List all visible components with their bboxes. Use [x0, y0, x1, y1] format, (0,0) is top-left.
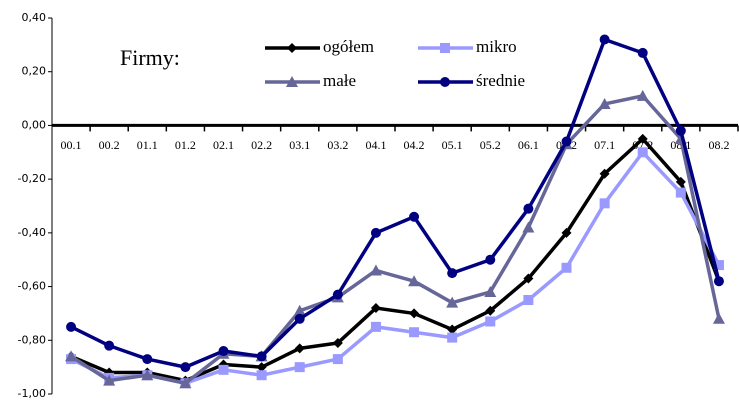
- point: [446, 296, 459, 308]
- legend-marker: [286, 76, 298, 87]
- point: [484, 285, 497, 297]
- legend-title: Firmy:: [120, 45, 180, 70]
- y-tick-label: 0,00: [22, 118, 47, 131]
- y-tick-label: -0,80: [18, 333, 46, 346]
- y-tick-label: 0,20: [22, 65, 47, 78]
- point: [637, 47, 648, 58]
- point: [447, 268, 458, 279]
- point: [141, 369, 154, 381]
- x-tick-label: 08.2: [708, 138, 729, 152]
- point: [179, 377, 192, 389]
- point: [447, 332, 458, 343]
- point: [522, 221, 535, 233]
- x-tick-label: 01.1: [137, 138, 158, 152]
- x-tick-label: 04.1: [365, 138, 386, 152]
- point: [523, 295, 534, 305]
- point: [180, 362, 191, 373]
- point: [712, 312, 725, 324]
- point: [598, 97, 611, 109]
- point: [675, 187, 686, 198]
- point: [675, 125, 686, 136]
- x-tick-label: 00.1: [61, 138, 82, 152]
- point: [370, 321, 381, 332]
- point: [332, 354, 343, 365]
- y-tick-label: 0,40: [22, 11, 47, 24]
- x-tick-label: 04.2: [404, 138, 425, 152]
- y-tick-label: -0,60: [18, 280, 46, 293]
- point: [447, 324, 458, 335]
- point: [599, 34, 610, 45]
- legend-label: małe: [323, 71, 356, 90]
- x-tick-label: 03.1: [289, 138, 310, 152]
- point: [409, 211, 420, 222]
- point: [599, 168, 610, 179]
- point: [637, 133, 648, 144]
- point: [523, 273, 534, 284]
- point: [369, 264, 382, 276]
- series-line: [70, 150, 721, 386]
- x-tick-label: 00.2: [99, 138, 120, 152]
- point: [256, 362, 267, 373]
- point: [561, 227, 572, 238]
- x-tick-label: 03.2: [327, 138, 348, 152]
- x-tick-label: 02.2: [251, 138, 272, 152]
- point: [294, 313, 305, 324]
- point: [409, 308, 420, 319]
- point: [408, 275, 421, 287]
- legend-marker: [287, 43, 297, 53]
- point: [561, 136, 572, 147]
- x-tick-label: 06.1: [518, 138, 539, 152]
- point: [142, 354, 153, 365]
- y-tick-label: -0,20: [18, 172, 46, 185]
- point: [293, 304, 306, 316]
- y-tick-label: -1,00: [18, 387, 46, 400]
- point: [675, 176, 686, 187]
- point: [713, 276, 724, 287]
- point: [332, 289, 343, 300]
- point: [256, 351, 267, 362]
- point: [485, 305, 496, 316]
- legend-marker: [440, 43, 450, 53]
- point: [637, 147, 648, 158]
- point: [294, 343, 305, 354]
- point: [294, 362, 305, 373]
- x-tick-label: 01.2: [175, 138, 196, 152]
- point: [561, 262, 572, 273]
- point: [370, 227, 381, 238]
- legend-label: średnie: [476, 71, 525, 90]
- legend-marker: [440, 77, 450, 87]
- point: [218, 364, 229, 375]
- legend-label: mikro: [476, 37, 517, 56]
- point: [523, 203, 534, 214]
- point: [256, 370, 267, 381]
- point: [485, 254, 496, 265]
- point: [636, 89, 649, 101]
- x-tick-label: 02.1: [213, 138, 234, 152]
- x-tick-label: 07.1: [594, 138, 615, 152]
- point: [713, 260, 724, 271]
- point: [370, 303, 381, 314]
- point: [485, 316, 496, 327]
- point: [65, 350, 78, 362]
- point: [332, 337, 343, 348]
- point: [409, 327, 420, 338]
- point: [103, 374, 116, 386]
- y-tick-label: -0,40: [18, 226, 46, 239]
- point: [599, 198, 610, 209]
- series-line: [70, 37, 721, 369]
- series-line: [70, 94, 721, 386]
- point: [66, 321, 77, 332]
- x-tick-label: 05.1: [442, 138, 463, 152]
- legend-label: ogółem: [323, 37, 374, 56]
- series-line: [70, 137, 721, 383]
- point: [104, 340, 115, 351]
- x-tick-label: 05.2: [480, 138, 501, 152]
- point: [218, 346, 229, 357]
